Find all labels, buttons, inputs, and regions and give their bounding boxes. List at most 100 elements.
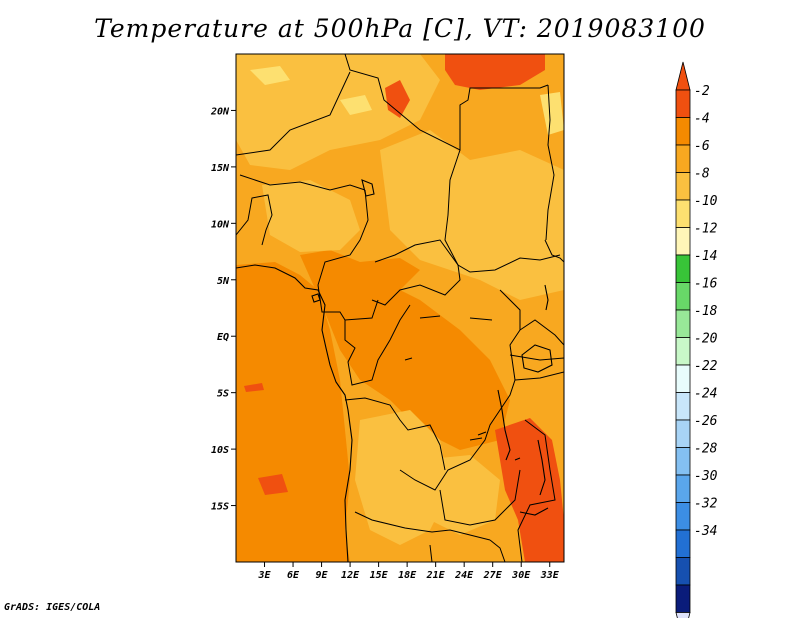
colorbar-label: -2 (694, 84, 710, 99)
x-tick-label: 15E (370, 570, 389, 581)
border-chad-car (317, 189, 369, 286)
colorbar-bin (675, 474, 691, 503)
colorbar-bin (675, 254, 691, 283)
coast-lake-tanganyika (497, 389, 511, 461)
y-tick-label: 5S (217, 389, 229, 400)
coast-zambezi (519, 507, 549, 516)
field-spot-northeast (540, 92, 564, 135)
y-tick-label: EQ (217, 332, 229, 343)
colorbar-label: -16 (694, 277, 718, 292)
colorbar-bin (675, 419, 691, 448)
border-chad-sudan (444, 149, 561, 273)
colorbar-bin (675, 392, 691, 421)
y-tick-label: 15N (211, 163, 230, 174)
x-tick-label: 33E (540, 570, 560, 581)
colorbar-bin (675, 89, 691, 118)
x-tick-label: 21E (426, 570, 446, 581)
colorbar-label: -24 (694, 387, 717, 402)
colorbar-label: -14 (694, 249, 717, 264)
border-niger-nigeria (239, 174, 366, 191)
longitude-axis: 3E 6E 9E 12E 15E 18E 21E 24E 27E 30E 33E (257, 562, 560, 581)
y-tick-label: 10N (211, 219, 230, 230)
coast-gulf-of-guinea (236, 264, 353, 562)
x-tick-label: 6E (287, 570, 300, 581)
colorbar-bin (675, 227, 691, 256)
map-frame (235, 53, 565, 563)
field-region-central-africa (320, 280, 510, 450)
grads-credit: GrADS: IGES/COLA (4, 602, 101, 613)
colorbar-bin (675, 282, 691, 311)
field-hot-south-spot (258, 474, 288, 495)
colorbar-bin (675, 144, 691, 173)
colorbar-bin (675, 364, 691, 393)
coast-lake-victoria (521, 344, 553, 373)
colorbar-label: -28 (694, 442, 718, 457)
colorbar-label: -12 (694, 222, 718, 237)
border-sudan-eritrea (545, 84, 555, 241)
colorbar-bin (675, 502, 691, 531)
colorbar-bin (675, 172, 691, 201)
y-tick-label: 15S (211, 502, 229, 513)
field-region-sahara-north (236, 54, 440, 170)
coast-lake-turkana (544, 284, 549, 311)
border-angola-namibia (354, 511, 491, 541)
colorbar-label: -20 (694, 332, 718, 347)
border-mozambique (517, 419, 556, 562)
y-tick-label: 20N (210, 106, 230, 117)
x-tick-label: 3E (257, 570, 271, 581)
colorbar-bin (675, 557, 691, 586)
colorbar-label: -32 (694, 497, 718, 512)
x-tick-label: 24E (454, 570, 474, 581)
x-tick-label: 18E (398, 570, 417, 581)
colorbar-label: -30 (694, 469, 718, 484)
border-cameroon-gabon (317, 284, 379, 321)
y-tick-label: 10S (211, 445, 229, 456)
colorbar-bin (675, 584, 691, 613)
coast-lakes-drc (404, 315, 521, 461)
colorbar-bin (675, 117, 691, 146)
colorbar-bin (675, 309, 691, 338)
colorbar-top-arrow (675, 61, 691, 91)
coastlines (236, 179, 553, 562)
field-region-niger-chad (262, 180, 360, 252)
colorbar-bin (675, 337, 691, 366)
border-ethiopia (544, 239, 564, 263)
coast-lake-malawi (537, 439, 546, 496)
y-tick-label: 5N (217, 276, 230, 287)
colorbar-label: -26 (694, 414, 718, 429)
field-hot-west-spot (244, 383, 264, 392)
colorbar-label: -4 (694, 112, 710, 127)
field-spot-north-1 (250, 66, 290, 85)
colorbar-label: -10 (694, 194, 718, 209)
field-region-upper-band (300, 250, 420, 300)
border-niger-algeria (236, 71, 351, 156)
colorbar-bin (675, 447, 691, 476)
latitude-axis: 20N 15N 10N 5N EQ 5S 10S 15S (210, 106, 236, 513)
border-car-south (371, 239, 461, 306)
border-east-africa (509, 319, 564, 381)
border-zambia-east (439, 469, 521, 526)
colorbar-label: -34 (694, 524, 717, 539)
map-title: Temperature at 500hPa [C], VT: 201908310… (94, 14, 706, 43)
x-tick-label: 12E (341, 570, 360, 581)
field-hot-northeast (445, 54, 545, 90)
country-borders (236, 54, 564, 562)
colorbar-label: -6 (694, 139, 710, 154)
colorbar-bin (675, 199, 691, 228)
field-region-sudan (380, 130, 564, 300)
border-drc-angola (344, 397, 446, 471)
field-region-angola (355, 410, 450, 545)
coast-island-1 (311, 293, 321, 303)
colorbar-label: -18 (694, 304, 718, 319)
colorbar-label: -8 (694, 167, 710, 182)
colorbar: -2 -4 -6 -8 -10 -12 -14 -16 -18 -20 -22 -24 -26 -28 -3… (675, 61, 718, 618)
coast-lake-mweru (469, 437, 483, 441)
border-south-africa (429, 539, 506, 562)
border-drc-east (399, 289, 521, 491)
border-congo (344, 304, 411, 386)
border-westafrica-small (236, 194, 273, 246)
x-tick-label: 27E (483, 570, 503, 581)
colorbar-bottom-arrow (675, 612, 691, 618)
field-region-zambia (420, 455, 500, 535)
